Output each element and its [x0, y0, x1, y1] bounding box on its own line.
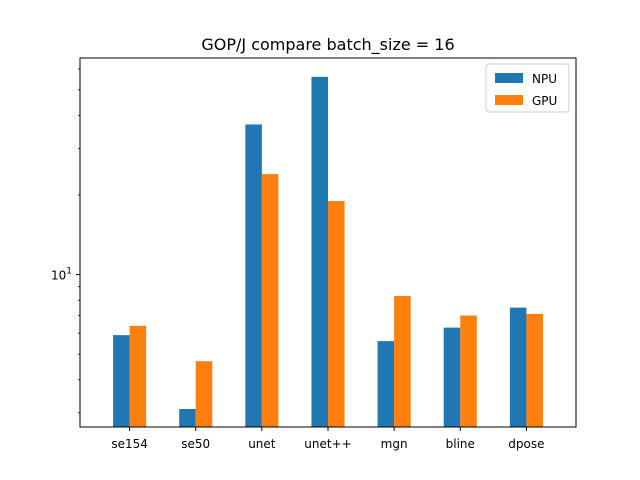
x-tick-label: bline	[446, 437, 475, 451]
legend: NPU GPU	[485, 63, 570, 113]
legend-swatch-gpu	[495, 95, 523, 105]
x-tick-label: dpose	[508, 437, 544, 451]
bar-gpu-se50	[195, 361, 213, 427]
bar-gpu-unetplusplus	[328, 200, 345, 427]
bar-npu-mgn	[377, 341, 395, 427]
chart-title: GOP/J compare batch_size = 16	[201, 35, 454, 55]
bar-gpu-se154	[129, 325, 147, 427]
bar-npu-se154	[113, 335, 130, 427]
x-tick-label: se154	[111, 437, 148, 451]
legend-swatch-npu	[495, 73, 523, 83]
bars-layer	[113, 76, 543, 427]
x-tick-label: unet++	[304, 437, 351, 451]
bar-npu-dpose	[509, 307, 527, 427]
y-axis: 101	[51, 68, 80, 414]
x-tick-label: unet	[248, 437, 276, 451]
legend-label-npu: NPU	[532, 72, 557, 86]
bar-npu-unetplusplus	[311, 76, 328, 427]
bar-npu-bline	[443, 327, 461, 427]
legend-label-gpu: GPU	[532, 94, 557, 108]
bar-gpu-unet	[261, 174, 279, 427]
x-tick-label: se50	[181, 437, 210, 451]
bar-gpu-bline	[460, 315, 477, 427]
bar-npu-unet	[245, 124, 262, 427]
bar-gpu-mgn	[394, 295, 411, 427]
y-tick-label: 101	[51, 267, 72, 283]
bar-gpu-dpose	[526, 313, 543, 427]
bar-npu-se50	[179, 408, 196, 427]
x-tick-label: mgn	[381, 437, 408, 451]
x-axis: se154 se50 unet unet++ mgn bline dpose	[111, 427, 545, 451]
